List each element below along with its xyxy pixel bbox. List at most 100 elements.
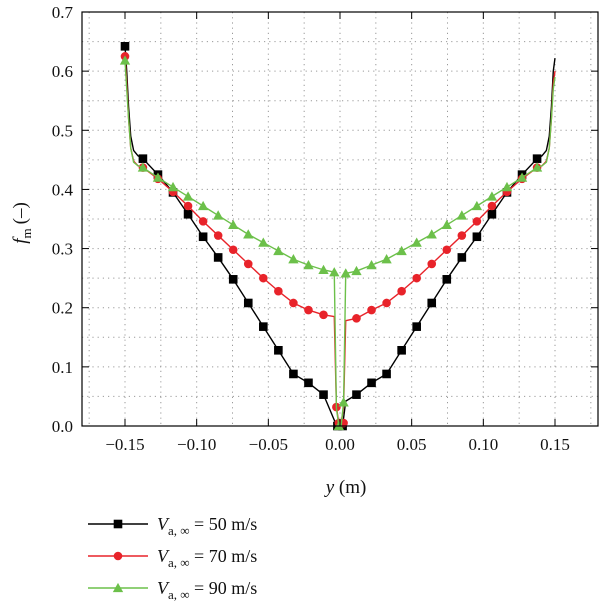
data-point: [427, 259, 437, 269]
x-tick-label: 0.15: [540, 435, 570, 454]
data-point: [501, 181, 513, 192]
data-point: [259, 273, 268, 283]
data-point: [197, 200, 209, 211]
x-tick-label: −0.10: [177, 435, 216, 454]
x-tick-label: −0.15: [105, 435, 144, 454]
data-point: [273, 245, 284, 256]
data-point: [304, 378, 313, 388]
data-point: [457, 253, 467, 262]
legend-rest: = 50 m/s: [190, 514, 258, 534]
data-point: [198, 232, 208, 242]
data-point: [198, 217, 208, 226]
legend-subscript: a, ∞: [168, 587, 190, 602]
y-tick-label: 0.7: [52, 3, 74, 22]
data-point: [152, 172, 164, 182]
ticks: [82, 11, 598, 427]
legend: Va, ∞ = 50 m/sVa, ∞ = 70 m/sVa, ∞ = 90 m…: [88, 514, 257, 602]
data-point: [442, 275, 452, 284]
data-point: [289, 298, 298, 308]
data-point: [243, 298, 253, 308]
data-point: [367, 305, 376, 315]
data-point: [531, 162, 543, 172]
data-point: [486, 191, 498, 201]
data-point: [304, 305, 313, 315]
data-point: [471, 200, 483, 211]
y-tick-label: 0.4: [52, 180, 74, 199]
data-point: [532, 154, 542, 163]
data-point: [259, 322, 268, 331]
data-point: [288, 254, 299, 264]
legend-rest: = 70 m/s: [190, 546, 258, 566]
y-tick-label: 0.1: [52, 358, 73, 377]
legend-marker: [113, 551, 123, 561]
legend-item-1: Va, ∞ = 70 m/s: [88, 546, 257, 570]
x-tick-label: 0.05: [397, 435, 427, 454]
data-point: [318, 264, 329, 274]
axis-titles: y (m) fm (–): [10, 202, 366, 498]
legend-rest: = 90 m/s: [190, 578, 258, 598]
series-1: [120, 52, 556, 428]
tick-labels: −0.15 −0.10 −0.05 0.00 0.05 0.10 0.15 0.0 0.1 0.2…: [52, 3, 570, 454]
legend-symbol: V: [157, 578, 170, 598]
legend-label: Va, ∞ = 90 m/s: [157, 578, 257, 602]
data-point: [228, 219, 239, 230]
x-axis-unit: (m): [339, 477, 366, 498]
data-point: [243, 229, 254, 239]
y-axis-var: f: [10, 236, 31, 244]
data-point: [487, 209, 497, 219]
data-point: [396, 245, 407, 256]
data-point: [258, 237, 269, 247]
data-point: [340, 268, 351, 278]
legend-symbol: V: [157, 514, 170, 534]
data-point: [382, 298, 391, 308]
data-point: [213, 253, 223, 262]
data-point: [381, 254, 392, 264]
x-axis-var: y: [324, 477, 335, 498]
data-point: [442, 245, 452, 255]
data-point: [487, 201, 497, 211]
y-tick-label: 0.2: [52, 299, 73, 318]
legend-marker: [112, 582, 124, 593]
data-point: [382, 369, 391, 379]
data-point: [427, 298, 437, 308]
data-point: [397, 345, 406, 355]
data-point: [457, 231, 467, 240]
data-point: [119, 55, 131, 65]
data-point: [137, 162, 149, 172]
y-tick-label: 0.3: [52, 240, 73, 259]
series-2: [119, 55, 556, 431]
legend-label: Va, ∞ = 50 m/s: [157, 514, 257, 538]
data-point: [412, 322, 421, 331]
data-point: [472, 217, 482, 226]
data-point: [228, 275, 238, 284]
data-point: [167, 181, 179, 192]
data-point: [426, 229, 437, 239]
legend-subscript: a, ∞: [168, 555, 190, 570]
y-tick-label: 0.0: [52, 417, 73, 436]
data-point: [183, 201, 193, 211]
legend-marker: [113, 519, 123, 529]
data-point: [329, 267, 340, 277]
data-point: [366, 259, 377, 270]
data-point: [516, 172, 528, 182]
data-point: [274, 286, 283, 296]
data-point: [352, 390, 361, 399]
data-point: [213, 231, 223, 240]
data-point: [472, 232, 482, 242]
x-tick-label: −0.05: [249, 435, 288, 454]
grid: [82, 12, 598, 426]
data-point: [397, 286, 406, 296]
legend-item-2: Va, ∞ = 90 m/s: [88, 578, 257, 602]
data-point: [182, 191, 194, 201]
data-point: [213, 210, 224, 220]
data-point: [351, 265, 362, 276]
plot-frame: [81, 11, 599, 427]
legend-item-0: Va, ∞ = 50 m/s: [88, 514, 257, 538]
data-point: [319, 390, 328, 399]
data-point: [412, 273, 421, 283]
data-point: [274, 345, 283, 355]
data-point: [183, 209, 193, 219]
data-point: [411, 237, 422, 247]
data-point: [456, 210, 467, 220]
